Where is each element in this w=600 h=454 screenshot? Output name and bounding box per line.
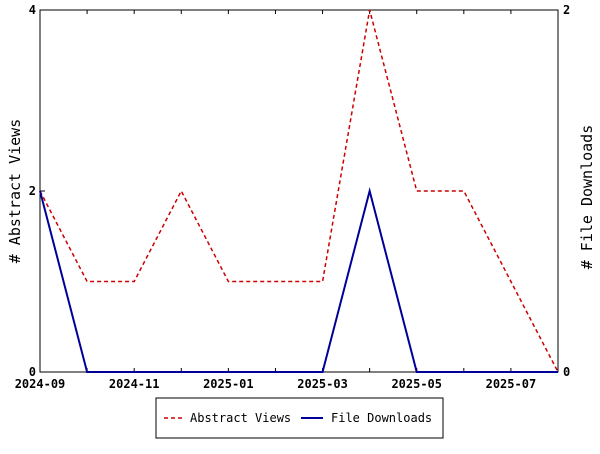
x-tick-label: 2025-05 (391, 377, 442, 391)
legend-box (155, 397, 444, 439)
x-tick-label: 2024-11 (109, 377, 160, 391)
right-y-tick-label: 0 (563, 365, 570, 379)
plot-area (39, 9, 559, 373)
left-axis-label: # Abstract Views (6, 119, 24, 264)
series-line-abstract-views (39, 9, 559, 373)
legend-label-abstract-views: Abstract Views (190, 411, 291, 425)
series-layer (39, 9, 559, 373)
legend: Abstract Views File Downloads (155, 397, 444, 439)
right-y-tick-label: 2 (563, 3, 570, 17)
legend-label-file-downloads: File Downloads (331, 411, 432, 425)
x-tick-label: 2025-03 (297, 377, 348, 391)
right-axis-label: # File Downloads (578, 125, 596, 270)
left-y-tick-label: 4 (29, 3, 36, 17)
series-line-file-downloads (39, 187, 558, 373)
x-tick-label: 2025-01 (203, 377, 254, 391)
left-y-tick-label: 0 (29, 365, 36, 379)
left-y-tick-label: 2 (29, 184, 36, 198)
x-tick-label: 2024-09 (15, 377, 66, 391)
x-tick-label: 2025-07 (486, 377, 537, 391)
